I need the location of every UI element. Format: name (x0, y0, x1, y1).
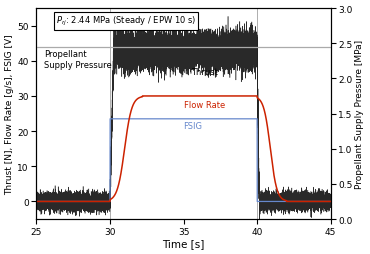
Y-axis label: Propellant Supply Pressure [MPa]: Propellant Supply Pressure [MPa] (356, 40, 364, 188)
Text: FSIG: FSIG (184, 122, 202, 131)
Text: Propellant
Supply Pressure: Propellant Supply Pressure (44, 50, 112, 69)
Text: $P_{rj}$: 2.44 MPa (Steady / EPW 10 s): $P_{rj}$: 2.44 MPa (Steady / EPW 10 s) (56, 15, 196, 28)
X-axis label: Time [s]: Time [s] (162, 239, 205, 248)
Text: Flow Rate: Flow Rate (184, 101, 225, 110)
Text: Thrust: Thrust (191, 68, 218, 76)
Y-axis label: Thrust [N], Flow Rate [g/s], FSIG [V]: Thrust [N], Flow Rate [g/s], FSIG [V] (6, 34, 14, 194)
